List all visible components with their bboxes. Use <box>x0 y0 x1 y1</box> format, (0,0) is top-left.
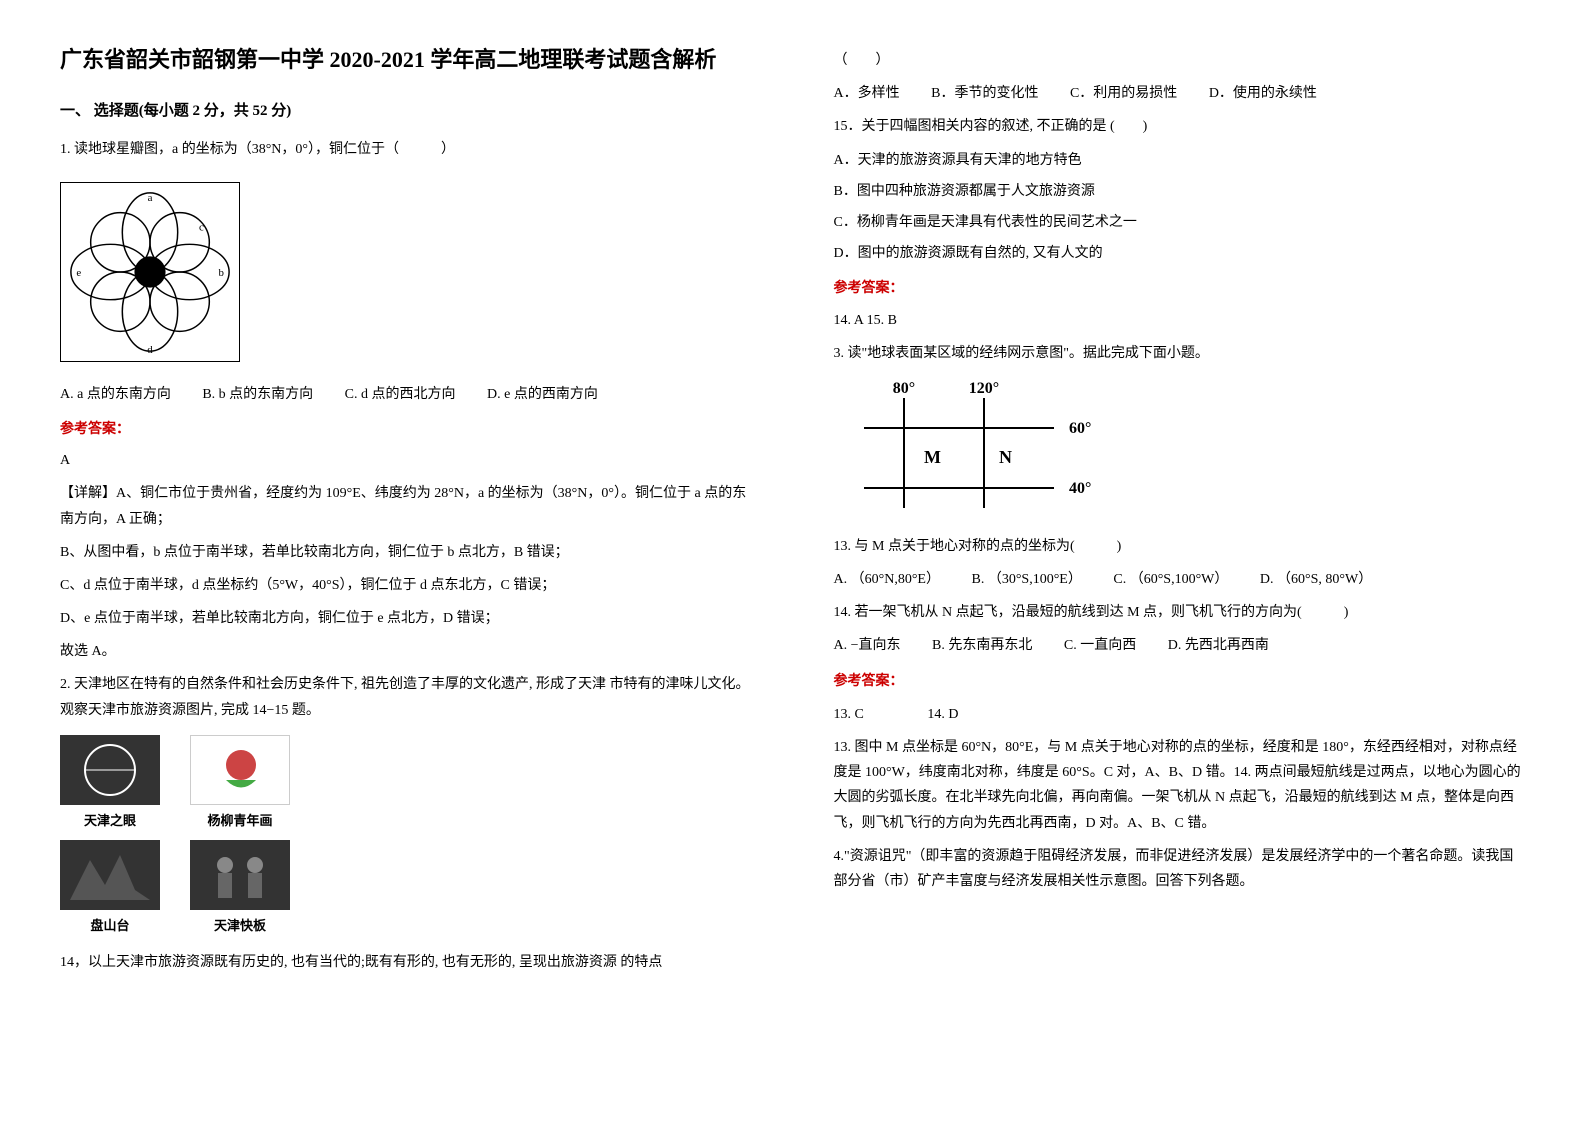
answers-1415: 14. A 15. B <box>834 308 1528 333</box>
q14-option-d: D．使用的永续性 <box>1209 81 1317 106</box>
q15-option-a: A．天津的旅游资源具有天津的地方特色 <box>834 148 1528 173</box>
q14b-text: 14. 若一架飞机从 N 点起飞，沿最短的航线到达 M 点，则飞机飞行的方向为(… <box>834 600 1528 625</box>
q14-option-a: A．多样性 <box>834 81 900 106</box>
grid-diagram: 80° 120° 60° 40° M N <box>834 378 1528 518</box>
q2-intro: 2. 天津地区在特有的自然条件和社会历史条件下, 祖先创造了丰厚的文化遗产, 形… <box>60 672 754 722</box>
tourism-images: 天津之眼 杨柳青年画 盘山台 <box>60 735 754 938</box>
q14b-option-c: C. 一直向西 <box>1064 633 1136 658</box>
grid-lon1: 80° <box>892 380 914 397</box>
q1-option-c: C. d 点的西北方向 <box>345 382 456 407</box>
q14b-options: A. −直向东 B. 先东南再东北 C. 一直向西 D. 先西北再西南 <box>834 633 1528 658</box>
q4-text: 4."资源诅咒"（即丰富的资源趋于阻碍经济发展，而非促进经济发展）是发展经济学中… <box>834 844 1528 894</box>
answers-1314: 13. C 14. D <box>834 702 1528 727</box>
tourism-caption-1: 天津之眼 <box>60 809 160 832</box>
q1-option-d: D. e 点的西南方向 <box>487 382 598 407</box>
tourism-img-4 <box>190 840 290 910</box>
tourism-caption-3: 盘山台 <box>60 914 160 937</box>
q13-text: 13. 与 M 点关于地心对称的点的坐标为( ) <box>834 534 1528 559</box>
q1-text: 1. 读地球星瓣图，a 的坐标为（38°N，0°），铜仁位于（ ） <box>60 137 754 162</box>
q13-option-a: A. （60°N,80°E） <box>834 567 940 592</box>
q3-explanation: 13. 图中 M 点坐标是 60°N，80°E，与 M 点关于地心对称的点的坐标… <box>834 735 1528 836</box>
star-chart-image: a b e d c <box>60 182 240 362</box>
q1-answer: A <box>60 448 754 473</box>
q1-explanation-4: 故选 A。 <box>60 639 754 664</box>
answer-label-1314: 参考答案： <box>834 669 1528 694</box>
section-header: 一、 选择题(每小题 2 分，共 52 分) <box>60 98 754 125</box>
q15-text: 15．关于四幅图相关内容的叙述, 不正确的是 ( ) <box>834 114 1528 139</box>
answer-14: 14. D <box>927 707 958 722</box>
right-column: （ ） A．多样性 B．季节的变化性 C．利用的易损性 D．使用的永续性 15．… <box>834 40 1528 983</box>
grid-n: N <box>999 447 1012 467</box>
q14b-option-a: A. −直向东 <box>834 633 901 658</box>
grid-lat1: 60° <box>1069 420 1091 437</box>
q14-options: A．多样性 B．季节的变化性 C．利用的易损性 D．使用的永续性 <box>834 81 1528 106</box>
q15-option-d: D．图中的旅游资源既有自然的, 又有人文的 <box>834 241 1528 266</box>
tourism-caption-4: 天津快板 <box>190 914 290 937</box>
q15-option-c: C．杨柳青年画是天津具有代表性的民间艺术之一 <box>834 210 1528 235</box>
q1-option-a: A. a 点的东南方向 <box>60 382 171 407</box>
page-title: 广东省韶关市韶钢第一中学 2020-2021 学年高二地理联考试题含解析 <box>60 40 754 80</box>
q14-option-c: C．利用的易损性 <box>1070 81 1177 106</box>
svg-text:c: c <box>199 221 204 233</box>
q1-explanation-3: D、e 点位于南半球，若单比较南北方向，铜仁位于 e 点北方，D 错误； <box>60 606 754 631</box>
grid-lon2: 120° <box>968 380 998 397</box>
svg-text:d: d <box>147 344 153 356</box>
q1-options: A. a 点的东南方向 B. b 点的东南方向 C. d 点的西北方向 D. e… <box>60 382 754 407</box>
q13-option-d: D. （60°S, 80°W） <box>1260 567 1372 592</box>
svg-text:b: b <box>218 267 224 279</box>
answer-13: 13. C <box>834 707 864 722</box>
q1-answer-label: 参考答案： <box>60 417 754 442</box>
q13-options: A. （60°N,80°E） B. （30°S,100°E） C. （60°S,… <box>834 567 1528 592</box>
tourism-caption-2: 杨柳青年画 <box>190 809 290 832</box>
q14-text: 14，以上天津市旅游资源既有历史的, 也有当代的;既有有形的, 也有无形的, 呈… <box>60 950 754 975</box>
q13-option-b: B. （30°S,100°E） <box>971 567 1081 592</box>
answer-label-1415: 参考答案： <box>834 276 1528 301</box>
tourism-item-2: 杨柳青年画 <box>190 735 290 832</box>
q15-option-b: B．图中四种旅游资源都属于人文旅游资源 <box>834 179 1528 204</box>
tourism-img-1 <box>60 735 160 805</box>
q14b-option-b: B. 先东南再东北 <box>932 633 1032 658</box>
q14-paren: （ ） <box>834 48 1528 73</box>
q1-explanation-0: 【详解】A、铜仁市位于贵州省，经度约为 109°E、纬度约为 28°N，a 的坐… <box>60 481 754 531</box>
tourism-item-1: 天津之眼 <box>60 735 160 832</box>
svg-text:a: a <box>148 192 153 204</box>
tourism-img-3 <box>60 840 160 910</box>
grid-m: M <box>924 447 941 467</box>
q1-explanation-1: B、从图中看，b 点位于南半球，若单比较南北方向，铜仁位于 b 点北方，B 错误… <box>60 540 754 565</box>
tourism-item-4: 天津快板 <box>190 840 290 937</box>
left-column: 广东省韶关市韶钢第一中学 2020-2021 学年高二地理联考试题含解析 一、 … <box>60 40 754 983</box>
q14-option-b: B．季节的变化性 <box>931 81 1038 106</box>
q14b-option-d: D. 先西北再西南 <box>1168 633 1269 658</box>
tourism-img-2 <box>190 735 290 805</box>
grid-lat2: 40° <box>1069 480 1091 497</box>
svg-text:e: e <box>76 267 81 279</box>
q1-option-b: B. b 点的东南方向 <box>202 382 313 407</box>
q13-option-c: C. （60°S,100°W） <box>1113 567 1228 592</box>
tourism-item-3: 盘山台 <box>60 840 160 937</box>
q1-explanation-2: C、d 点位于南半球，d 点坐标约（5°W，40°S），铜仁位于 d 点东北方，… <box>60 573 754 598</box>
q3-intro: 3. 读"地球表面某区域的经纬网示意图"。据此完成下面小题。 <box>834 341 1528 366</box>
